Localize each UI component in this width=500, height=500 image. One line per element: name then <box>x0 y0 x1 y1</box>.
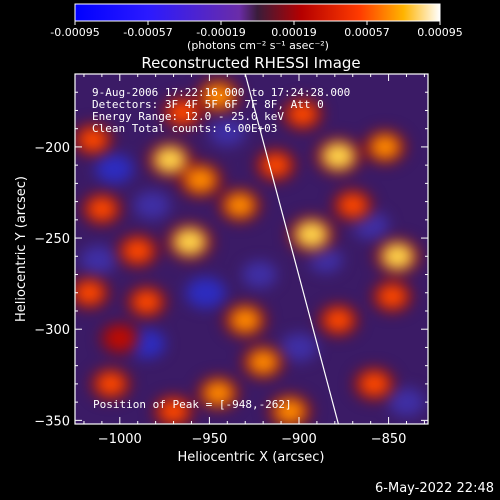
x-tick-label: −900 <box>281 432 317 447</box>
y-axis-label: Heliocentric Y (arcsec) <box>14 176 29 322</box>
heatmap-emission-peak <box>381 242 414 270</box>
heatmap-emission-peak <box>184 166 217 193</box>
plot-frame <box>74 73 429 425</box>
heatmap-emission-peak <box>248 349 279 375</box>
annotation-line: Energy Range: 12.0 - 25.0 keV <box>92 110 284 123</box>
heatmap-emission-peak <box>288 102 317 126</box>
heatmap-negative-region <box>185 277 226 309</box>
colorbar-tick-label: -0.00019 <box>196 26 245 39</box>
heatmap-emission-peak <box>274 398 306 424</box>
heatmap-emission-peak <box>203 380 234 406</box>
colorbar-tick-label: 0.00057 <box>344 26 390 39</box>
heatmap-negative-region <box>388 387 425 417</box>
heatmap-emission-peak <box>168 100 197 124</box>
heatmap-emission-peak <box>359 371 389 396</box>
colorbar-tick-label: 0.00019 <box>271 26 317 39</box>
heatmap-emission-peak <box>338 193 367 217</box>
solar-limb-line <box>244 74 339 424</box>
colorbar <box>74 3 441 22</box>
y-tick-label: −250 <box>34 232 70 247</box>
heatmap-negative-region <box>209 118 246 147</box>
heatmap-emission-peak <box>153 146 187 174</box>
heatmap-emission-peak <box>78 127 108 152</box>
heatmap-emission-peak <box>261 153 290 177</box>
heatmap-emission-peak <box>321 142 356 170</box>
chart-title: Reconstructed RHESSI Image <box>141 54 360 72</box>
heatmap-area <box>75 74 428 424</box>
heatmap-emission-peak <box>159 399 188 423</box>
colorbar-ticks: -0.00095 -0.00057 -0.00019 0.00019 0.00057 0.… <box>50 21 463 39</box>
x-tick-label: −850 <box>371 432 407 447</box>
y-axis: −200 −250 −300 −350 <box>34 73 428 429</box>
annotation-line: Clean Total counts: 6.00E+03 <box>92 122 277 135</box>
colorbar-tick-label: -0.00095 <box>50 26 99 39</box>
x-tick-label: −1000 <box>98 432 142 447</box>
heatmap-negative-region <box>309 247 343 273</box>
heatmap-emission-peak <box>202 83 234 109</box>
heatmap-emission-peak <box>123 238 153 263</box>
annotation-line: Detectors: 3F 4F 5F 6F 7F 8F, Att 0 <box>92 98 324 111</box>
colorbar-tick-label: -0.00057 <box>123 26 172 39</box>
heatmap-emission-peak <box>370 134 400 160</box>
footer-timestamp: 6-May-2022 22:48 <box>375 481 494 496</box>
colorbar-tick-label: 0.00095 <box>417 26 463 39</box>
heatmap-negative-region <box>242 260 277 289</box>
heatmap-emission-peak <box>75 281 104 305</box>
heatmap-emission-peak <box>324 308 353 332</box>
heatmap-negative-region <box>133 191 171 220</box>
y-tick-label: −300 <box>34 323 70 338</box>
y-tick-label: −200 <box>34 141 70 156</box>
heatmap-emission-peak <box>173 228 207 256</box>
annotation-line: 9-Aug-2006 17:22:16.000 to 17:24:28.000 <box>92 86 350 99</box>
heatmap-emission-peak <box>106 327 134 350</box>
heatmap-emission-peak <box>87 197 117 221</box>
x-axis: −1000 −950 −900 −850 <box>83 74 425 447</box>
y-tick-label: −350 <box>34 414 70 429</box>
heatmap-emission-peak <box>224 192 255 218</box>
heatmap-negative-region <box>95 154 134 184</box>
heatmap-negative-region <box>280 333 318 362</box>
annotation-block: 9-Aug-2006 17:22:16.000 to 17:24:28.000D… <box>92 86 350 135</box>
heatmap-emission-peak <box>96 372 126 396</box>
heatmap-emission-peak <box>229 307 261 333</box>
x-axis-label: Heliocentric X (arcsec) <box>178 450 325 465</box>
colorbar-unit-label: (photons cm⁻² s⁻¹ asec⁻²) <box>187 39 329 52</box>
peak-position-label: Position of Peak = [-948,-262] <box>93 398 292 411</box>
heatmap-emission-peak <box>132 290 161 314</box>
heatmap-negative-region <box>80 245 117 275</box>
heatmap-emission-peak <box>294 220 329 249</box>
heatmap-emission-peak <box>377 284 407 309</box>
x-tick-label: −950 <box>192 432 228 447</box>
